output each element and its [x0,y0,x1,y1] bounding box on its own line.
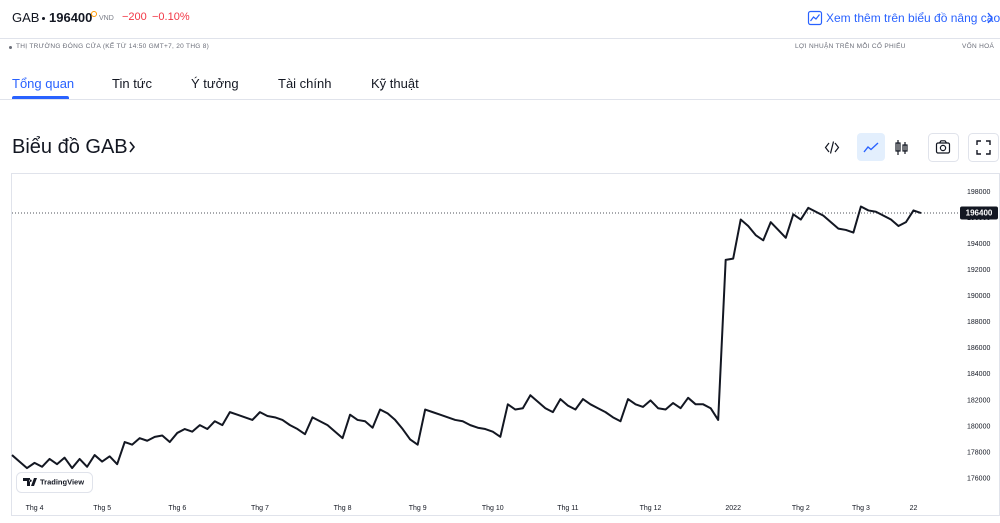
y-tick-label: 194000 [967,241,990,248]
fullscreen-button[interactable] [968,133,999,162]
x-tick-label: Thg 12 [640,505,662,512]
y-tick-label: 198000 [967,189,990,196]
y-tick-label: 188000 [967,319,990,326]
price-line [11,205,922,470]
x-tick-label: 22 [910,505,918,512]
x-tick-label: 2022 [725,505,741,512]
chart-icon [807,10,823,26]
title-chevron[interactable] [129,141,136,153]
tradingview-badge[interactable]: TradingView [16,472,93,493]
advanced-chart-link[interactable]: Xem thêm trên biểu đồ nâng cao [826,11,1000,25]
active-tab-indicator [12,96,69,99]
x-tick-label: Thg 7 [251,505,269,512]
x-tick-label: Thg 9 [409,505,427,512]
tradingview-logo [23,478,37,486]
chevron [987,12,993,24]
y-tick-label: 180000 [967,423,990,430]
tab[interactable]: Tin tức [112,76,153,91]
x-tick-label: Thg 5 [93,505,111,512]
divider [0,99,1000,100]
market-status: THỊ TRƯỜNG ĐÓNG CỬA (KỂ TỪ 14:50 GMT+7, … [16,43,210,50]
tab[interactable]: Tổng quan [12,76,75,91]
line-style-icon [863,142,879,153]
last-price-label: 196400 [966,209,993,218]
ticker: GAB [12,10,40,25]
price-change: −200 [122,11,147,23]
separator-dot [42,17,45,20]
x-tick-label: Thg 4 [26,505,44,512]
tab[interactable]: Tài chính [278,76,332,91]
y-tick-label: 176000 [967,475,990,482]
status-dot [9,46,12,49]
embed-button[interactable] [824,141,840,154]
camera-icon [935,140,951,154]
line-style-button[interactable] [857,133,885,161]
currency: VND [99,15,114,22]
market-status-dot [91,11,97,17]
tab[interactable]: Ý tưởng [191,76,239,91]
x-tick-label: Thg 3 [852,505,870,512]
chart-frame [11,173,1000,516]
x-tick-label: Thg 11 [557,505,578,512]
y-tick-label: 186000 [967,345,990,352]
y-tick-label: 192000 [967,267,990,274]
chart-title[interactable]: Biểu đồ GAB [12,136,128,158]
y-tick-label: 182000 [967,397,990,404]
x-tick-label: Thg 8 [334,505,352,512]
y-tick-label: 178000 [967,449,990,456]
x-tick-label: Thg 2 [792,505,810,512]
eps-label: LỢI NHUẬN TRÊN MỖI CỔ PHIẾU [795,43,906,50]
tab[interactable]: Kỹ thuật [371,76,419,91]
candle-style-button[interactable] [895,140,908,155]
badge-frame [16,472,93,493]
y-tick-label: 184000 [967,371,990,378]
divider [0,38,1000,39]
y-tick-label: 190000 [967,293,990,300]
fullscreen-icon [976,140,991,155]
price-change-percent: −0.10% [152,11,190,23]
snapshot-button[interactable] [928,133,959,162]
watermark: TradingView [40,477,84,486]
market-cap-label: VỐN HOÁ [962,43,995,50]
price: 196400 [49,10,93,25]
x-tick-label: Thg 6 [168,505,186,512]
x-tick-label: Thg 10 [482,505,504,512]
last-price-badge [960,206,998,220]
